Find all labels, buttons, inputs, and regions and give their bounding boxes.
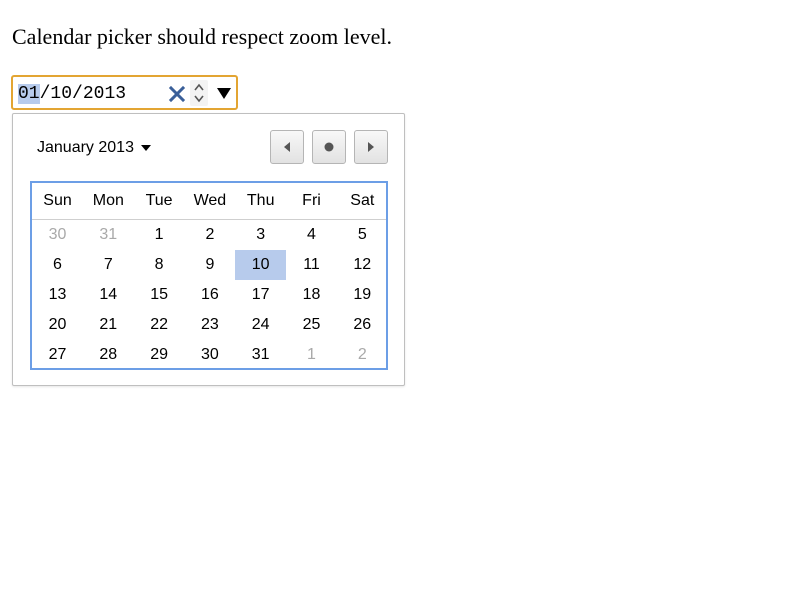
day-cell[interactable]: 22 xyxy=(134,310,185,340)
day-cell[interactable]: 8 xyxy=(134,250,185,280)
previous-month-button[interactable] xyxy=(270,130,304,164)
weekday-label: Tue xyxy=(134,183,185,219)
date-separator: / xyxy=(72,84,83,104)
day-cell[interactable]: 2 xyxy=(184,220,235,250)
day-cell[interactable]: 24 xyxy=(235,310,286,340)
spinner-icon[interactable] xyxy=(190,80,208,106)
day-cell[interactable]: 9 xyxy=(184,250,235,280)
day-cell[interactable]: 14 xyxy=(83,280,134,310)
clear-icon[interactable] xyxy=(168,85,186,103)
dot-icon xyxy=(313,131,345,163)
next-month-button[interactable] xyxy=(354,130,388,164)
day-cell[interactable]: 5 xyxy=(337,220,388,250)
day-cell[interactable]: 28 xyxy=(83,340,134,370)
date-month-segment[interactable]: 01 xyxy=(18,84,40,104)
day-cell[interactable]: 3 xyxy=(235,220,286,250)
date-separator: / xyxy=(40,84,51,104)
month-year-selector[interactable]: January 2013 xyxy=(37,138,152,158)
day-cell[interactable]: 12 xyxy=(337,250,388,280)
day-cell[interactable]: 31 xyxy=(83,220,134,250)
dropdown-triangle-icon[interactable] xyxy=(215,84,233,102)
day-cell[interactable]: 1 xyxy=(286,340,337,370)
caret-down-icon xyxy=(140,144,152,152)
day-cell[interactable]: 17 xyxy=(235,280,286,310)
day-cell[interactable]: 18 xyxy=(286,280,337,310)
weekday-label: Mon xyxy=(83,183,134,219)
day-cell[interactable]: 27 xyxy=(32,340,83,370)
page-title: Calendar picker should respect zoom leve… xyxy=(12,24,392,50)
day-cell-selected[interactable]: 10 xyxy=(235,250,286,280)
date-day-segment[interactable]: 10 xyxy=(50,84,72,104)
date-input[interactable]: 01/10/2013 xyxy=(11,75,238,110)
day-cell[interactable]: 25 xyxy=(286,310,337,340)
weekday-header: Sun Mon Tue Wed Thu Fri Sat xyxy=(32,183,386,220)
day-cell[interactable]: 11 xyxy=(286,250,337,280)
triangle-right-icon xyxy=(355,131,387,163)
date-year-segment[interactable]: 2013 xyxy=(83,84,126,104)
calendar-grid: Sun Mon Tue Wed Thu Fri Sat 30 31 1 2 3 4 5 6 7 8 9 10 11 1… xyxy=(30,181,388,370)
weekday-label: Sun xyxy=(32,183,83,219)
day-cell[interactable]: 16 xyxy=(184,280,235,310)
day-cell[interactable]: 4 xyxy=(286,220,337,250)
day-cell[interactable]: 13 xyxy=(32,280,83,310)
weekday-label: Thu xyxy=(235,183,286,219)
day-cell[interactable]: 20 xyxy=(32,310,83,340)
weekday-label: Fri xyxy=(286,183,337,219)
day-cell[interactable]: 29 xyxy=(134,340,185,370)
day-cell[interactable]: 31 xyxy=(235,340,286,370)
weekday-label: Wed xyxy=(184,183,235,219)
day-cell[interactable]: 7 xyxy=(83,250,134,280)
month-year-label: January 2013 xyxy=(37,139,134,156)
day-cell[interactable]: 30 xyxy=(184,340,235,370)
day-cell[interactable]: 19 xyxy=(337,280,388,310)
today-button[interactable] xyxy=(312,130,346,164)
day-cell[interactable]: 23 xyxy=(184,310,235,340)
day-cell[interactable]: 2 xyxy=(337,340,388,370)
day-cell[interactable]: 21 xyxy=(83,310,134,340)
date-value[interactable]: 01/10/2013 xyxy=(18,83,126,105)
calendar-popup: January 2013 Sun Mon Tue Wed Thu Fri Sat 30 31 1… xyxy=(12,113,405,386)
day-cell[interactable]: 30 xyxy=(32,220,83,250)
weekday-label: Sat xyxy=(337,183,388,219)
triangle-left-icon xyxy=(271,131,303,163)
day-cell[interactable]: 6 xyxy=(32,250,83,280)
day-cell[interactable]: 26 xyxy=(337,310,388,340)
day-cell[interactable]: 1 xyxy=(134,220,185,250)
day-cell[interactable]: 15 xyxy=(134,280,185,310)
